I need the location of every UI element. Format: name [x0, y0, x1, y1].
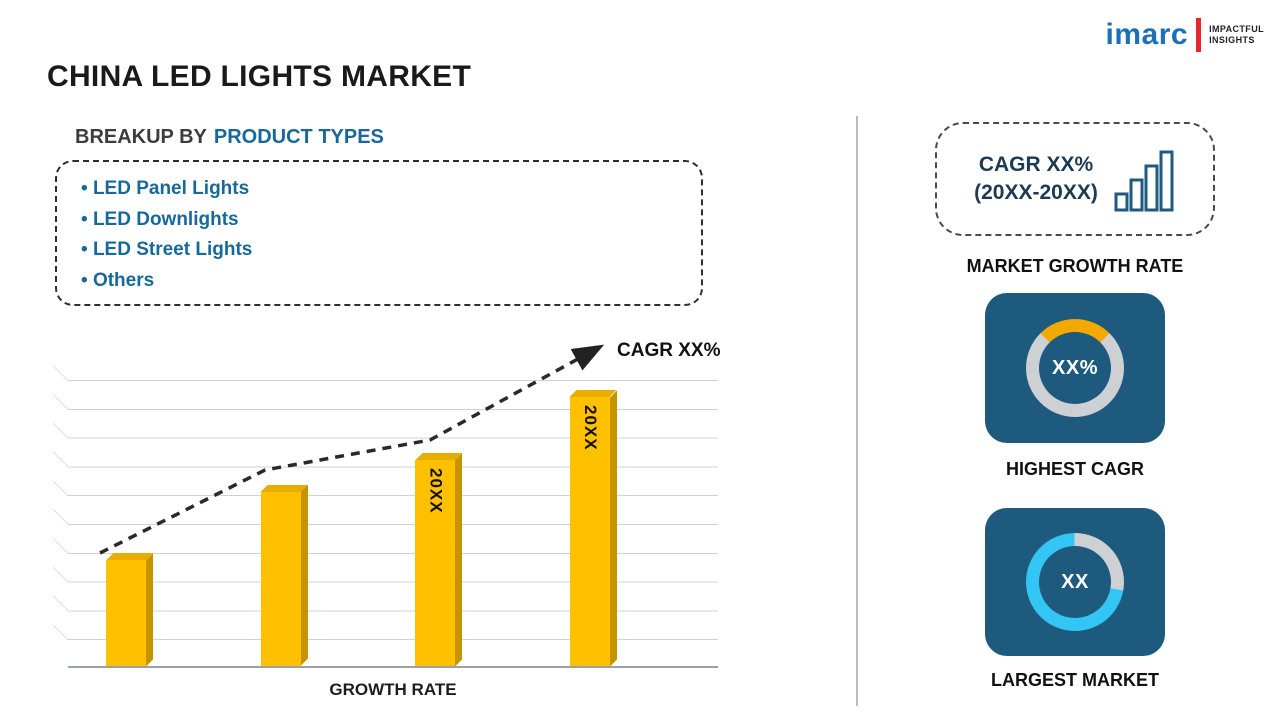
largest-market-caption: LARGEST MARKET — [991, 670, 1159, 690]
donut-hole — [1039, 332, 1111, 404]
imarc-logo: imarc IMPACTFUL INSIGHTS — [1106, 18, 1265, 52]
product-types-box: LED Panel Lights LED Downlights LED Stre… — [55, 160, 703, 306]
chart-bar: 20XX — [569, 397, 610, 666]
breakup-heading: BREAKUP BY PRODUCT TYPES — [75, 126, 384, 149]
highest-cagr-value: XX% — [1052, 356, 1098, 379]
largest-market-tile: XX — [985, 508, 1165, 656]
breakup-heading-prefix: BREAKUP BY — [75, 126, 207, 148]
product-types-list: LED Panel Lights LED Downlights LED Stre… — [81, 174, 701, 296]
market-growth-rate-box: CAGR XX% (20XX-20XX) — [935, 122, 1215, 236]
logo-red-bar — [1196, 18, 1202, 52]
logo-tagline: IMPACTFUL INSIGHTS — [1209, 24, 1264, 46]
cagr-trend-label: CAGR XX% — [617, 340, 721, 361]
bar-chart-icon — [1114, 150, 1174, 212]
donut-hole — [1039, 546, 1111, 618]
growth-box-text: CAGR XX% (20XX-20XX) — [974, 151, 1098, 207]
highest-cagr-tile: XX% — [985, 293, 1165, 443]
chart-plot-area: 20XX 20XX — [68, 380, 718, 668]
growth-chart: 20XX 20XX CAGR XX% GROWTH RATE — [68, 336, 758, 706]
highest-cagr-donut: XX% — [1026, 319, 1124, 417]
bar-label: 20XX — [426, 468, 446, 514]
logo-tagline-line1: IMPACTFUL — [1209, 24, 1264, 34]
list-item: LED Downlights — [81, 205, 701, 236]
growth-box-line2: (20XX-20XX) — [974, 181, 1098, 204]
list-item: LED Street Lights — [81, 235, 701, 266]
chart-x-axis-label: GROWTH RATE — [329, 680, 457, 699]
bar-label: 20XX — [580, 405, 600, 451]
largest-market-donut: XX — [1026, 533, 1124, 631]
vertical-divider — [856, 116, 858, 706]
list-item: LED Panel Lights — [81, 174, 701, 205]
largest-market-value: XX — [1061, 570, 1089, 593]
list-item: Others — [81, 266, 701, 297]
chart-bar — [106, 560, 146, 666]
imarc-logo-text: imarc — [1105, 18, 1189, 51]
chart-bar — [260, 491, 301, 666]
chart-bars: 20XX 20XX — [68, 380, 718, 666]
chart-bar: 20XX — [415, 460, 456, 666]
breakup-heading-highlight: PRODUCT TYPES — [213, 126, 384, 148]
highest-cagr-caption: HIGHEST CAGR — [1005, 459, 1144, 479]
market-growth-rate-caption: MARKET GROWTH RATE — [966, 256, 1184, 276]
page-title: CHINA LED LIGHTS MARKET — [47, 60, 472, 93]
logo-tagline-line2: INSIGHTS — [1209, 35, 1255, 45]
growth-box-line1: CAGR XX% — [978, 153, 1094, 176]
